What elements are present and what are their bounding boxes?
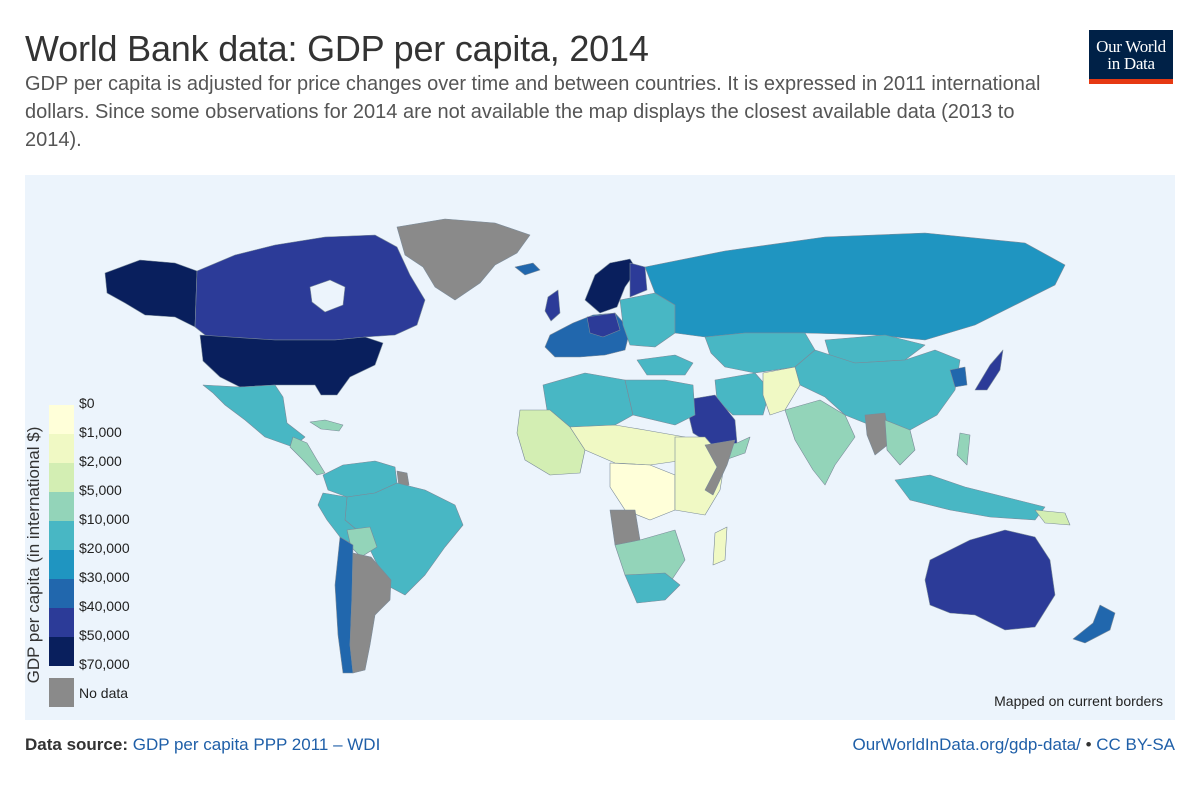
logo-accent-bar: [1089, 79, 1173, 84]
legend-swatch-0[interactable]: [49, 405, 74, 434]
central-africa[interactable]: [609, 462, 676, 521]
country-angola[interactable]: [609, 509, 641, 546]
country-greenland[interactable]: [396, 218, 531, 301]
west-africa[interactable]: [516, 409, 586, 476]
country-australia[interactable]: [924, 529, 1056, 631]
map-borders-note: Mapped on current borders: [994, 693, 1163, 709]
page-title: World Bank data: GDP per capita, 2014: [25, 28, 649, 69]
footer-source: Data source: GDP per capita PPP 2011 – W…: [25, 735, 380, 755]
southeast-asia[interactable]: [884, 419, 916, 466]
legend-label-3: $5,000: [79, 482, 122, 498]
country-turkey[interactable]: [636, 354, 694, 376]
legend-axis-title: GDP per capita (in international $): [24, 426, 43, 684]
legend-label-1: $1,000: [79, 424, 122, 440]
site-link[interactable]: OurWorldInData.org/gdp-data/: [852, 735, 1081, 754]
country-papua-new-guinea[interactable]: [1034, 509, 1071, 526]
data-source-link[interactable]: GDP per capita PPP 2011 – WDI: [132, 735, 381, 754]
country-cuba[interactable]: [309, 419, 344, 432]
legend-swatch-5[interactable]: [49, 550, 74, 579]
country-chile[interactable]: [334, 536, 354, 674]
footer-separator: •: [1080, 735, 1097, 754]
legend-label-5: $20,000: [79, 540, 130, 556]
country-south-africa[interactable]: [624, 572, 681, 604]
sahel[interactable]: [569, 424, 686, 466]
central-america[interactable]: [289, 436, 326, 476]
country-china[interactable]: [794, 349, 961, 431]
legend-label-7: $40,000: [79, 598, 130, 614]
country-korea[interactable]: [949, 366, 968, 388]
country-guyana-region[interactable]: [396, 470, 410, 488]
legend-swatch-2[interactable]: [49, 463, 74, 492]
legend-swatch-1[interactable]: [49, 434, 74, 463]
indonesia-malaysia[interactable]: [894, 474, 1046, 521]
legend-label-9: $70,000: [79, 656, 130, 672]
page-subtitle: GDP per capita is adjusted for price cha…: [25, 73, 1041, 151]
country-russia[interactable]: [644, 232, 1066, 341]
world-map[interactable]: Mapped on current borders: [25, 175, 1175, 720]
legend-swatch-7[interactable]: [49, 608, 74, 637]
legend-label-no-data: No data: [79, 685, 129, 701]
country-new-zealand[interactable]: [1072, 604, 1116, 644]
country-iceland[interactable]: [514, 262, 541, 276]
map-canvas[interactable]: [25, 175, 1175, 720]
country-myanmar[interactable]: [864, 412, 891, 456]
country-india[interactable]: [784, 399, 856, 486]
country-japan[interactable]: [974, 349, 1004, 391]
germany-benelux[interactable]: [586, 312, 621, 338]
country-finland[interactable]: [629, 262, 648, 298]
legend-label-6: $30,000: [79, 569, 130, 585]
country-argentina[interactable]: [349, 552, 392, 674]
legend-swatch-4[interactable]: [49, 521, 74, 550]
legend-swatch-3[interactable]: [49, 492, 74, 521]
country-mexico[interactable]: [202, 384, 306, 448]
logo-line-1: Our World: [1096, 37, 1166, 56]
country-uk[interactable]: [544, 289, 561, 322]
logo-line-2: in Data: [1107, 54, 1155, 73]
license-link[interactable]: CC BY-SA: [1096, 735, 1175, 754]
country-madagascar[interactable]: [712, 526, 728, 566]
data-source-label: Data source:: [25, 735, 128, 754]
legend-label-8: $50,000: [79, 627, 130, 643]
footer-site: OurWorldInData.org/gdp-data/ • CC BY-SA: [852, 735, 1175, 755]
country-usa[interactable]: [199, 334, 384, 396]
hudson-bay: [309, 279, 346, 313]
eastern-europe[interactable]: [619, 292, 676, 348]
legend-swatch-6[interactable]: [49, 579, 74, 608]
country-philippines[interactable]: [956, 432, 971, 466]
legend-label-4: $10,000: [79, 511, 130, 527]
country-libya-egypt[interactable]: [624, 379, 696, 426]
country-alaska[interactable]: [104, 259, 198, 328]
our-world-in-data-logo[interactable]: Our World in Data: [1089, 30, 1173, 84]
legend-label-2: $2,000: [79, 453, 122, 469]
legend: $0 $1,000 $2,000 $5,000 $10,000 $20,000 …: [49, 395, 199, 707]
legend-swatch-no-data[interactable]: [49, 678, 74, 707]
legend-swatch-8[interactable]: [49, 637, 74, 666]
country-somalia[interactable]: [704, 439, 736, 496]
legend-label-0: $0: [79, 395, 95, 411]
